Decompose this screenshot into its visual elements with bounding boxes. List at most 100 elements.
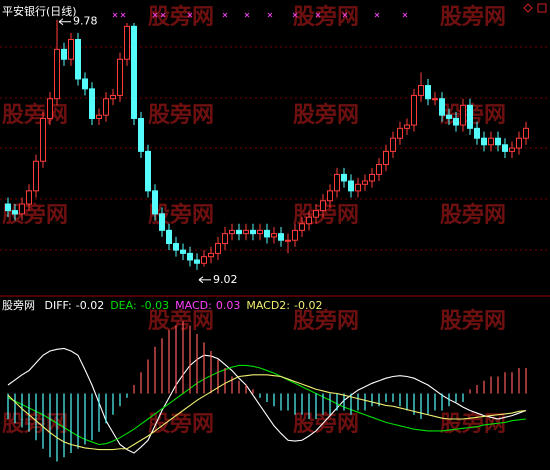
candle-body [397,127,403,139]
signal-cross [402,12,408,18]
legend-value: -0.02 [294,299,322,312]
watermark: 股旁网 [2,202,68,228]
candle-body [257,229,263,235]
candle-body [271,233,277,238]
candle-body [362,180,368,185]
candle-body [439,98,445,116]
watermark: 股旁网 [148,102,214,128]
candle-body [523,127,529,139]
candle-body [110,94,116,100]
signal-cross-stroke [160,12,166,18]
candle-body [285,239,291,242]
icon-square [537,3,547,13]
macd-line [7,347,527,454]
legend-prefix: 股旁网 [2,298,35,312]
watermark: 股旁网 [440,308,506,334]
signal-cross-stroke [374,12,380,18]
signal-cross [120,12,126,18]
watermark: 股旁网 [293,308,359,334]
candle-body [222,233,228,245]
signal-cross-stroke [120,12,126,18]
candle-body [201,256,207,264]
signal-cross [187,12,193,18]
candle-body [425,85,431,100]
candle-body [299,223,305,231]
candle-body [355,183,361,192]
candle-body [432,98,438,101]
candle-body [208,252,214,258]
candle-body [404,124,410,129]
signal-cross-stroke [187,12,193,18]
candle-body [509,147,515,152]
candle-body [474,127,480,139]
annotation-arrowhead [198,276,204,284]
candle-body [40,117,46,162]
candle-body [26,190,32,205]
candle-body [180,249,186,254]
signal-cross [244,12,250,18]
candle-body [243,229,249,235]
candle-body [215,243,221,254]
signal-cross [292,12,298,18]
candle-body [348,180,354,192]
candle-body [369,173,375,182]
candle-body [75,38,81,80]
legend-name: MACD: [175,299,212,312]
annotation-arrowhead [58,18,64,26]
candle-body [229,229,235,235]
signal-cross [267,12,273,18]
candle-body [152,190,158,215]
candle-body [124,25,130,60]
candle-body [334,173,340,192]
candle-body [159,213,165,231]
legend-name: MACD2: [246,299,290,312]
signal-cross-stroke [292,12,298,18]
legend-name: DEA: [110,299,136,312]
candle-body [278,233,284,241]
legend-value: -0.02 [76,299,104,312]
signal-cross-stroke [222,12,228,18]
candle-body [12,210,18,215]
candle-body [418,85,424,96]
candle-body [194,259,200,264]
candle-body [327,190,333,202]
signal-cross-stroke [152,12,158,18]
candle-body [411,94,417,126]
candle-body [145,150,151,192]
icon-diamond [523,3,533,13]
marks: 9.78 9.02 [5,12,529,462]
signal-cross-stroke [402,12,408,18]
candle-body [33,160,39,192]
candle-body [495,137,501,146]
watermark: 股旁网 [148,308,214,334]
candle-body [467,104,473,129]
candle-body [516,137,522,149]
candle-body [138,117,144,152]
signal-cross-stroke [315,12,321,18]
annotation-high: 9.78 [73,15,98,28]
watermark: 股旁网 [293,4,359,30]
candle-body [446,114,452,119]
signal-cross [222,12,228,18]
signal-cross-stroke [267,12,273,18]
signal-cross [315,12,321,18]
candle-body [5,203,11,212]
annotation-low: 9.02 [213,273,238,286]
candle-body [19,203,25,215]
watermark: 股旁网 [148,411,214,437]
legend-value: -0.03 [141,299,169,312]
signal-cross [374,12,380,18]
candle-body [187,252,193,261]
candle-body [292,229,298,241]
watermark: 股旁网 [148,4,214,30]
signal-cross [342,12,348,18]
candle-body [47,98,53,119]
candle-body [54,48,60,100]
watermark: 股旁网 [2,102,68,128]
candle-body [320,200,326,212]
macd-line [7,374,527,451]
candle-body [236,229,242,235]
legend: 股旁网 DIFF: -0.02 DEA: -0.03 MACD: 0.03 MACD2: -0… [2,298,322,312]
